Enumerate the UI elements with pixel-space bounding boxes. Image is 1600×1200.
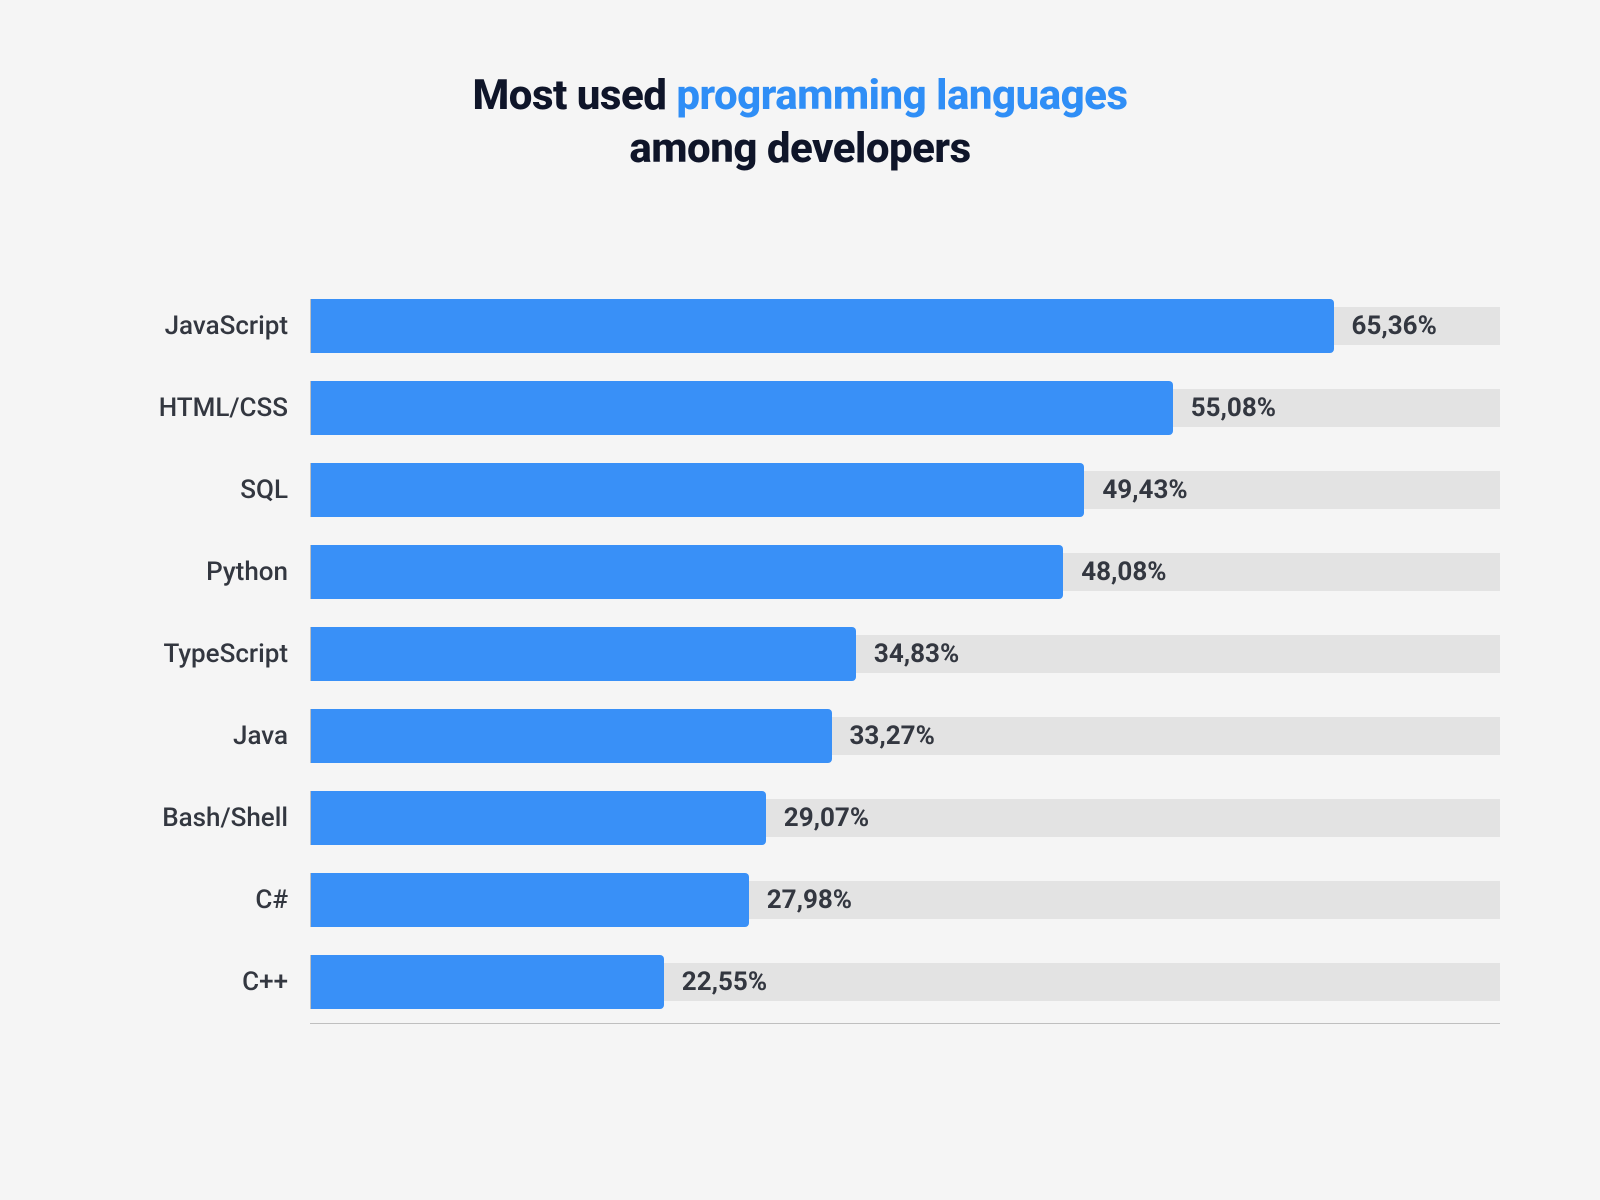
bar-track: 55,08% (310, 381, 1500, 435)
bar-track: 48,08% (310, 545, 1500, 599)
bar (311, 873, 749, 927)
title-post: among developers (629, 124, 970, 173)
bar-track: 27,98% (310, 873, 1500, 927)
chart-row: C# 27,98% (100, 859, 1500, 941)
chart-row: TypeScript 34,83% (100, 613, 1500, 695)
bar (311, 545, 1063, 599)
y-axis-label: HTML/CSS (100, 393, 310, 423)
bar (311, 955, 664, 1009)
chart-row: C++ 22,55% (100, 941, 1500, 1023)
bar (311, 791, 766, 845)
chart-row: HTML/CSS 55,08% (100, 367, 1500, 449)
bar (311, 463, 1084, 517)
chart-title: Most used programming languages among de… (472, 70, 1127, 175)
bar-track: 65,36% (310, 299, 1500, 353)
bar-chart: JavaScript 65,36% HTML/CSS 55,08% SQL 49,43% P… (100, 285, 1500, 1024)
y-axis-label: C# (100, 885, 310, 915)
y-axis-label: Java (100, 721, 310, 751)
bar-value-label: 22,55% (682, 967, 767, 997)
bar (311, 627, 856, 681)
bar (311, 709, 832, 763)
y-axis-label: Bash/Shell (100, 803, 310, 833)
y-axis-label: SQL (100, 475, 310, 505)
bar-track: 33,27% (310, 709, 1500, 763)
chart-row: JavaScript 65,36% (100, 285, 1500, 367)
bar-value-label: 29,07% (784, 803, 869, 833)
bar-value-label: 33,27% (850, 721, 935, 751)
bar-value-label: 27,98% (767, 885, 852, 915)
chart-row: Java 33,27% (100, 695, 1500, 777)
y-axis-label: C++ (100, 967, 310, 997)
bar (311, 299, 1334, 353)
title-highlight: programming languages (676, 71, 1127, 120)
chart-row: Python 48,08% (100, 531, 1500, 613)
bar-value-label: 48,08% (1081, 557, 1166, 587)
bar-track: 49,43% (310, 463, 1500, 517)
bar-track: 29,07% (310, 791, 1500, 845)
bar-value-label: 65,36% (1352, 311, 1437, 341)
chart-row: Bash/Shell 29,07% (100, 777, 1500, 859)
bar-value-label: 55,08% (1191, 393, 1276, 423)
bar-track: 34,83% (310, 627, 1500, 681)
y-axis-label: JavaScript (100, 311, 310, 341)
y-axis-label: TypeScript (100, 639, 310, 669)
bar-value-label: 34,83% (874, 639, 959, 669)
y-axis-label: Python (100, 557, 310, 587)
bar-value-label: 49,43% (1102, 475, 1187, 505)
axis-frame (310, 1023, 1500, 1024)
bar (311, 381, 1173, 435)
bar-track: 22,55% (310, 955, 1500, 1009)
title-pre: Most used (472, 71, 676, 120)
chart-row: SQL 49,43% (100, 449, 1500, 531)
